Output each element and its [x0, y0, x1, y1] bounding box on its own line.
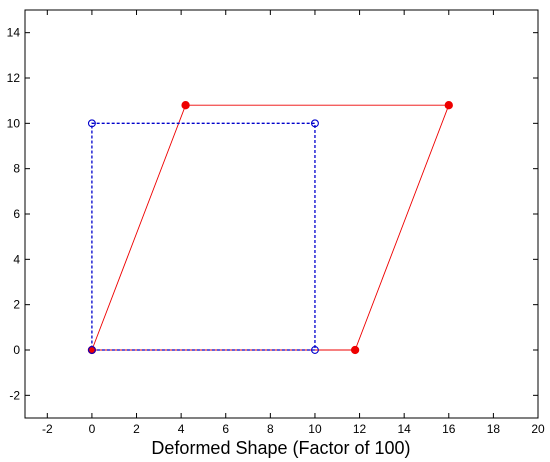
y-tick-label: 12 — [7, 71, 21, 85]
y-tick-label: 0 — [13, 343, 20, 357]
x-tick-label: 4 — [178, 422, 185, 436]
x-tick-label: 0 — [89, 422, 96, 436]
deformed-node-marker — [350, 345, 360, 355]
y-tick-label: 2 — [13, 298, 20, 312]
x-tick-label: 2 — [133, 422, 140, 436]
plot-area — [24, 9, 539, 419]
y-tick-label: 10 — [7, 116, 21, 130]
y-tick-label: 8 — [13, 162, 20, 176]
y-axis-ticks: -2 0 2 4 6 8 10 12 14 — [7, 26, 538, 402]
x-tick-label: 8 — [267, 422, 274, 436]
y-tick-label: 6 — [13, 207, 20, 221]
original-node-marker — [87, 119, 96, 128]
original-node-marker — [87, 346, 96, 354]
x-tick-label: 16 — [442, 422, 456, 436]
original-node-marker — [311, 119, 319, 128]
deformed-node-marker — [181, 101, 190, 110]
x-tick-label: 12 — [353, 422, 367, 436]
y-tick-label: 4 — [13, 252, 20, 266]
x-axis-ticks: -2 0 2 4 6 8 10 12 14 16 18 20 — [42, 10, 545, 436]
x-tick-label: 6 — [222, 422, 229, 436]
series-layer — [87, 101, 453, 355]
x-tick-label: 10 — [308, 422, 322, 436]
x-axis-label: Deformed Shape (Factor of 100) — [151, 438, 410, 458]
x-tick-label: -2 — [42, 422, 53, 436]
original-node-marker — [311, 346, 319, 354]
x-tick-label: 14 — [397, 422, 411, 436]
deformed-node-marker — [444, 101, 453, 110]
y-tick-label: -2 — [9, 388, 20, 402]
x-tick-label: 20 — [531, 422, 545, 436]
x-tick-label: 18 — [487, 422, 501, 436]
y-tick-label: 14 — [7, 26, 21, 40]
